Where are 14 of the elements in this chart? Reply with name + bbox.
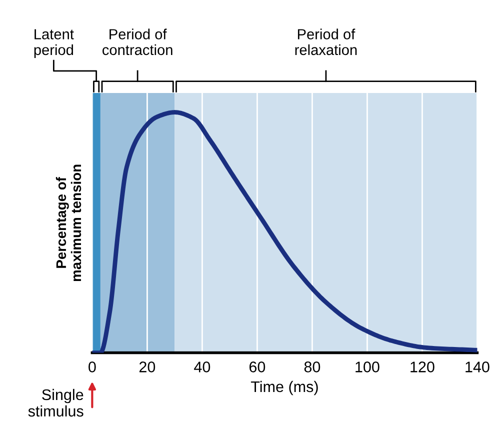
x-tick-label: 80 (304, 362, 320, 372)
band-label: Period of relaxation (295, 28, 357, 56)
x-tick-label: 140 (466, 362, 490, 372)
x-tick-label: 120 (410, 362, 434, 372)
band-label: Period of contraction (102, 28, 172, 56)
x-tick-label: 0 (88, 362, 96, 372)
x-axis-title: Time (ms) (250, 380, 318, 396)
x-tick-label: 60 (249, 362, 266, 372)
annotation: Single stimulus (28, 388, 84, 417)
y-axis-title: Percentage of maximum tension (56, 164, 82, 282)
band-label: Latent period (34, 29, 74, 58)
x-tick-label: 20 (139, 362, 156, 372)
x-tick-label: 100 (356, 362, 380, 372)
x-tick-label: 40 (194, 362, 210, 372)
